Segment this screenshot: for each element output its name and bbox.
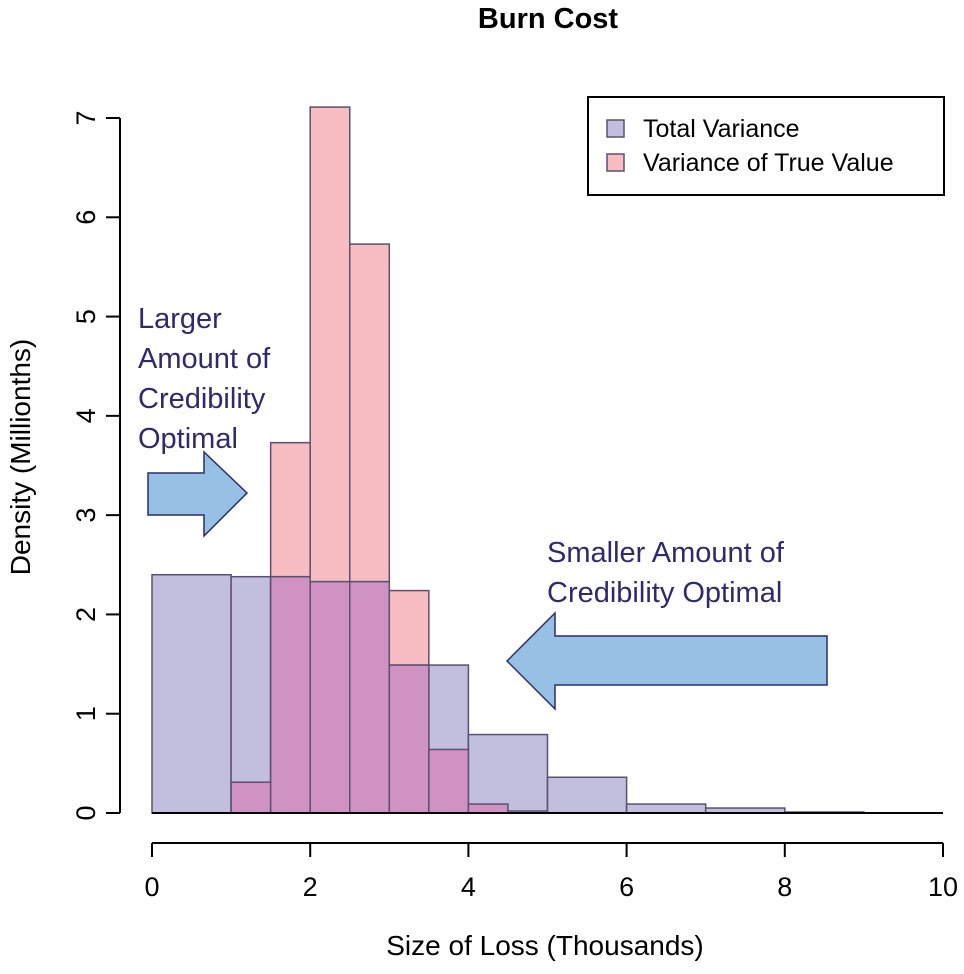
y-tick-label-0: 0 (71, 805, 101, 820)
bar-overlap-2 (309, 580, 351, 814)
x-tick-label-4: 4 (461, 872, 476, 902)
bars-layer (151, 106, 943, 814)
y-tick-label-6: 6 (71, 210, 101, 225)
annotation-larger: Larger Amount of Credibility Optimal (138, 303, 271, 538)
bar-total-variance-8 (546, 776, 628, 814)
y-tick-label-3: 3 (71, 508, 101, 523)
bar-overlap-4 (388, 664, 430, 814)
right-arrow-icon (147, 450, 249, 538)
bar-overlap-6 (467, 803, 509, 814)
x-tick-label-0: 0 (144, 872, 159, 902)
bar-overlap-5 (428, 748, 470, 814)
y-tick-label-1: 1 (71, 706, 101, 721)
x-tick-label-6: 6 (619, 872, 634, 902)
axes-layer: 0 2 4 6 8 10 0 1 2 3 4 5 6 7 (71, 110, 958, 902)
bar-true-value-1 (269, 441, 311, 578)
x-tick-label-10: 10 (928, 872, 958, 902)
legend-swatch-variance-true-value (606, 153, 625, 172)
x-tick-label-2: 2 (303, 872, 318, 902)
bar-total-variance-9 (625, 803, 707, 814)
bar-true-value-2 (309, 106, 351, 583)
y-axis-label: Density (Millionths) (5, 339, 36, 576)
annotation-larger-line-2: Amount of (138, 343, 271, 375)
legend-label-total-variance: Total Variance (643, 115, 800, 143)
legend-box (587, 96, 945, 196)
bar-total-variance-1 (230, 575, 272, 814)
bar-true-value-3 (349, 243, 391, 583)
legend-label-variance-true-value: Variance of True Value (643, 149, 894, 177)
annotation-larger-line-4: Optimal (138, 423, 238, 455)
annotation-smaller: Smaller Amount of Credibility Optimal (505, 537, 828, 711)
x-axis-label: Size of Loss (Thousands) (386, 930, 704, 961)
y-tick-label-5: 5 (71, 309, 101, 324)
y-tick-label-4: 4 (71, 408, 101, 423)
legend-swatch-total-variance (606, 119, 625, 138)
y-tick-label-2: 2 (71, 607, 101, 622)
annotation-smaller-line-2: Credibility Optimal (547, 577, 782, 609)
bar-total-variance-7 (467, 733, 549, 814)
y-tick-label-7: 7 (71, 110, 101, 125)
annotation-larger-line-3: Credibility (138, 383, 266, 415)
annotation-smaller-line-1: Smaller Amount of (547, 537, 785, 569)
x-tick-label-8: 8 (777, 872, 792, 902)
annotation-larger-line-1: Larger (138, 303, 222, 335)
legend: Total Variance Variance of True Value (587, 96, 945, 196)
bar-overlap-1 (269, 575, 311, 814)
left-arrow-icon (505, 611, 828, 711)
chart-title: Burn Cost (478, 3, 619, 35)
bar-total-variance-0 (151, 573, 232, 814)
bar-overlap-3 (349, 580, 391, 814)
bar-true-value-4 (388, 589, 430, 666)
bar-overlap-0 (230, 781, 272, 814)
